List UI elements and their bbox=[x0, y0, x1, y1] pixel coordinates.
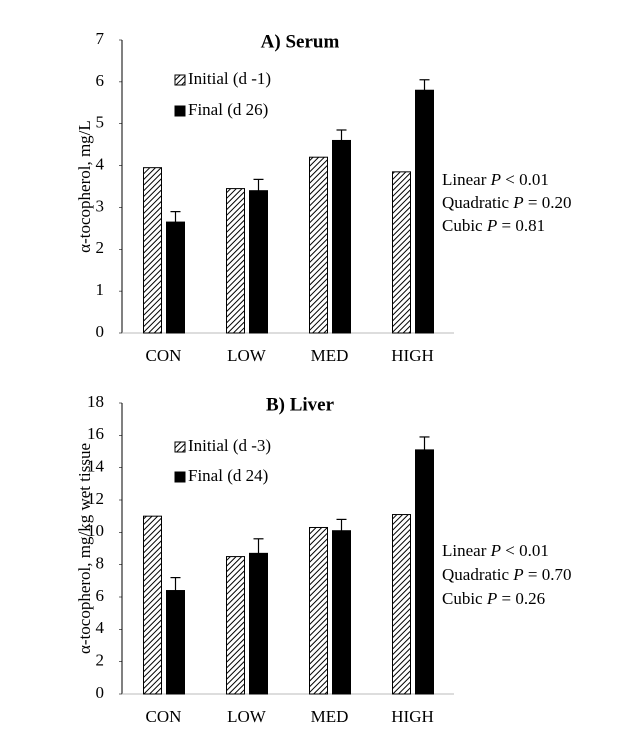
annotation-text: = 0.26 bbox=[497, 589, 545, 608]
x-tick-label: CON bbox=[146, 346, 182, 365]
y-tick-label: 18 bbox=[87, 392, 104, 411]
y-axis-label: α-tocopherol, mg/L bbox=[75, 120, 94, 253]
legend-label: Initial (d -3) bbox=[188, 436, 271, 455]
legend-label: Final (d 26) bbox=[188, 100, 268, 119]
annotation-p: P bbox=[512, 565, 523, 584]
y-axis-label: α-tocopherol, mg/kg wet tissue bbox=[75, 443, 94, 654]
y-tick-label: 2 bbox=[96, 238, 105, 257]
legend-swatch bbox=[174, 441, 186, 453]
y-tick-label: 2 bbox=[96, 651, 105, 670]
annotation-text: < 0.01 bbox=[501, 541, 549, 560]
x-tick-label: LOW bbox=[227, 346, 267, 365]
legend-swatch bbox=[174, 74, 186, 86]
bar bbox=[332, 139, 351, 334]
y-tick-label: 12 bbox=[87, 489, 104, 508]
bar bbox=[226, 556, 245, 695]
bar bbox=[415, 89, 434, 334]
annotation: Linear P < 0.01 bbox=[442, 541, 549, 560]
annotation-text: Cubic bbox=[442, 589, 487, 608]
annotation-p: P bbox=[490, 541, 501, 560]
y-tick-label: 16 bbox=[87, 424, 104, 443]
legend-label: Initial (d -1) bbox=[188, 69, 271, 88]
bar bbox=[249, 190, 268, 334]
x-tick-label: CON bbox=[146, 707, 182, 726]
y-tick-label: 1 bbox=[96, 280, 105, 299]
y-tick-label: 4 bbox=[96, 618, 105, 637]
y-tick-label: 6 bbox=[96, 71, 105, 90]
y-tick-label: 10 bbox=[87, 521, 104, 540]
annotation-text: Linear bbox=[442, 170, 491, 189]
annotation-p: P bbox=[490, 170, 501, 189]
error-bar bbox=[336, 129, 347, 141]
annotation-text: = 0.70 bbox=[524, 565, 572, 584]
error-bar bbox=[419, 79, 430, 91]
y-tick-label: 8 bbox=[96, 554, 105, 573]
annotation-p: P bbox=[486, 589, 497, 608]
x-tick-label: LOW bbox=[227, 707, 267, 726]
annotation: Quadratic P = 0.20 bbox=[442, 193, 572, 212]
x-tick-label: HIGH bbox=[391, 346, 434, 365]
annotation-text: Quadratic bbox=[442, 565, 513, 584]
annotation: Quadratic P = 0.70 bbox=[442, 565, 572, 584]
annotation-p: P bbox=[512, 193, 523, 212]
x-tick-label: MED bbox=[311, 346, 349, 365]
bar bbox=[249, 552, 268, 695]
bar bbox=[166, 590, 185, 695]
legend-label: Final (d 24) bbox=[188, 466, 268, 485]
annotation: Cubic P = 0.81 bbox=[442, 216, 545, 235]
chart-title: B) Liver bbox=[266, 394, 335, 415]
annotation: Linear P < 0.01 bbox=[442, 170, 549, 189]
bar bbox=[309, 156, 328, 334]
bar bbox=[166, 221, 185, 334]
y-tick-label: 7 bbox=[96, 29, 105, 48]
annotation-text: < 0.01 bbox=[501, 170, 549, 189]
bar bbox=[392, 514, 411, 695]
error-bar bbox=[170, 576, 181, 591]
error-bar bbox=[253, 178, 264, 191]
y-tick-label: 0 bbox=[96, 683, 105, 702]
bar bbox=[143, 167, 162, 334]
bar bbox=[226, 188, 245, 334]
annotation-text: = 0.81 bbox=[497, 216, 545, 235]
y-tick-label: 14 bbox=[87, 457, 105, 476]
error-bar bbox=[419, 436, 430, 450]
bar bbox=[309, 526, 328, 695]
error-bar bbox=[253, 538, 264, 554]
annotation-text: Cubic bbox=[442, 216, 487, 235]
annotation: Cubic P = 0.26 bbox=[442, 589, 545, 608]
x-tick-label: MED bbox=[311, 707, 349, 726]
bar bbox=[415, 449, 434, 695]
chart-title: A) Serum bbox=[261, 31, 340, 52]
y-tick-label: 5 bbox=[96, 113, 105, 132]
error-bar bbox=[170, 211, 181, 223]
annotation-text: Linear bbox=[442, 541, 491, 560]
y-tick-label: 6 bbox=[96, 586, 105, 605]
x-tick-label: HIGH bbox=[391, 707, 434, 726]
annotation-text: = 0.20 bbox=[524, 193, 572, 212]
y-tick-label: 0 bbox=[96, 322, 105, 341]
legend-swatch bbox=[174, 471, 186, 483]
bar bbox=[332, 530, 351, 695]
error-bar bbox=[336, 518, 347, 531]
bar bbox=[143, 515, 162, 695]
bar bbox=[392, 171, 411, 334]
legend-swatch bbox=[174, 105, 186, 117]
y-tick-label: 3 bbox=[96, 196, 105, 215]
annotation-p: P bbox=[486, 216, 497, 235]
y-tick-label: 4 bbox=[96, 154, 105, 173]
annotation-text: Quadratic bbox=[442, 193, 513, 212]
